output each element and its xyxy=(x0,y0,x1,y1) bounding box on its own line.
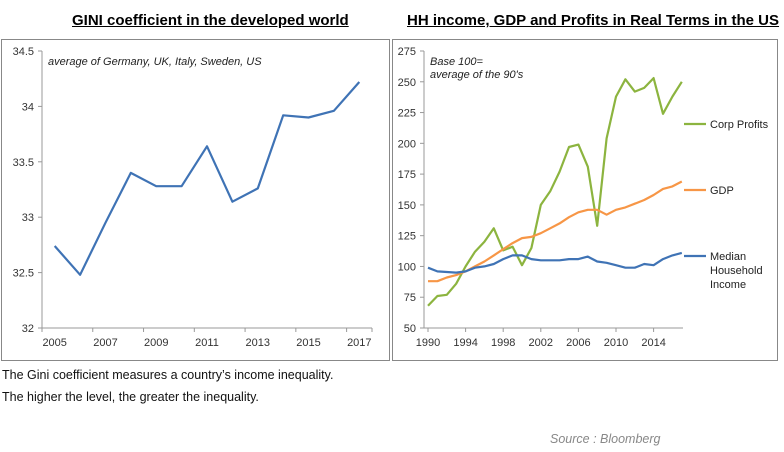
y-tick-label: 32.5 xyxy=(13,268,34,280)
chart-title-gini: GINI coefficient in the developed world xyxy=(72,12,349,29)
y-tick-label: 34.5 xyxy=(13,46,34,58)
y-tick-label: 275 xyxy=(398,46,416,58)
x-tick-label: 1998 xyxy=(491,337,515,349)
x-tick-label: 2010 xyxy=(604,337,628,349)
source-label: Source : Bloomberg xyxy=(550,432,661,446)
legend-label: Median xyxy=(710,251,746,263)
x-tick-label: 2011 xyxy=(195,337,219,349)
y-tick-label: 50 xyxy=(404,323,416,335)
gini-chart-frame xyxy=(1,39,390,361)
x-tick-label: 2002 xyxy=(529,337,553,349)
x-tick-label: 2005 xyxy=(42,337,66,349)
x-tick-label: 1994 xyxy=(453,337,477,349)
x-tick-label: 2015 xyxy=(296,337,320,349)
x-tick-label: 2013 xyxy=(246,337,270,349)
y-tick-label: 100 xyxy=(398,261,416,273)
chart-title-us: HH income, GDP and Profits in Real Terms… xyxy=(407,12,780,29)
y-tick-label: 32 xyxy=(22,323,34,335)
series-line-corp-profits xyxy=(427,76,683,307)
y-tick-label: 200 xyxy=(398,138,416,150)
x-tick-label: 1990 xyxy=(416,337,440,349)
annotation: average of the 90's xyxy=(430,69,524,81)
x-tick-label: 2017 xyxy=(347,337,371,349)
legend-label: Corp Profits xyxy=(710,119,769,131)
y-tick-label: 175 xyxy=(398,169,416,181)
y-tick-label: 225 xyxy=(398,108,416,120)
legend-label: Income xyxy=(710,279,746,291)
annotation: average of Germany, UK, Italy, Sweden, U… xyxy=(48,56,262,68)
y-tick-label: 125 xyxy=(398,231,416,243)
footnote-1: The Gini coefficient measures a country’… xyxy=(2,368,334,382)
y-tick-label: 33.5 xyxy=(13,157,34,169)
series-line xyxy=(53,81,361,276)
x-tick-label: 2006 xyxy=(566,337,590,349)
legend-label: GDP xyxy=(710,185,734,197)
x-tick-label: 2007 xyxy=(93,337,117,349)
x-tick-label: 2014 xyxy=(641,337,665,349)
y-tick-label: 75 xyxy=(404,292,416,304)
series-line-median-household-income xyxy=(427,251,683,274)
annotation: Base 100= xyxy=(430,56,483,68)
legend-label: Household xyxy=(710,265,763,277)
y-tick-label: 33 xyxy=(22,212,34,224)
footnote-2: The higher the level, the greater the in… xyxy=(2,390,259,404)
us-chart-frame xyxy=(392,39,778,361)
x-tick-label: 2009 xyxy=(144,337,168,349)
y-tick-label: 150 xyxy=(398,200,416,212)
y-tick-label: 34 xyxy=(22,101,34,113)
y-tick-label: 250 xyxy=(398,77,416,89)
